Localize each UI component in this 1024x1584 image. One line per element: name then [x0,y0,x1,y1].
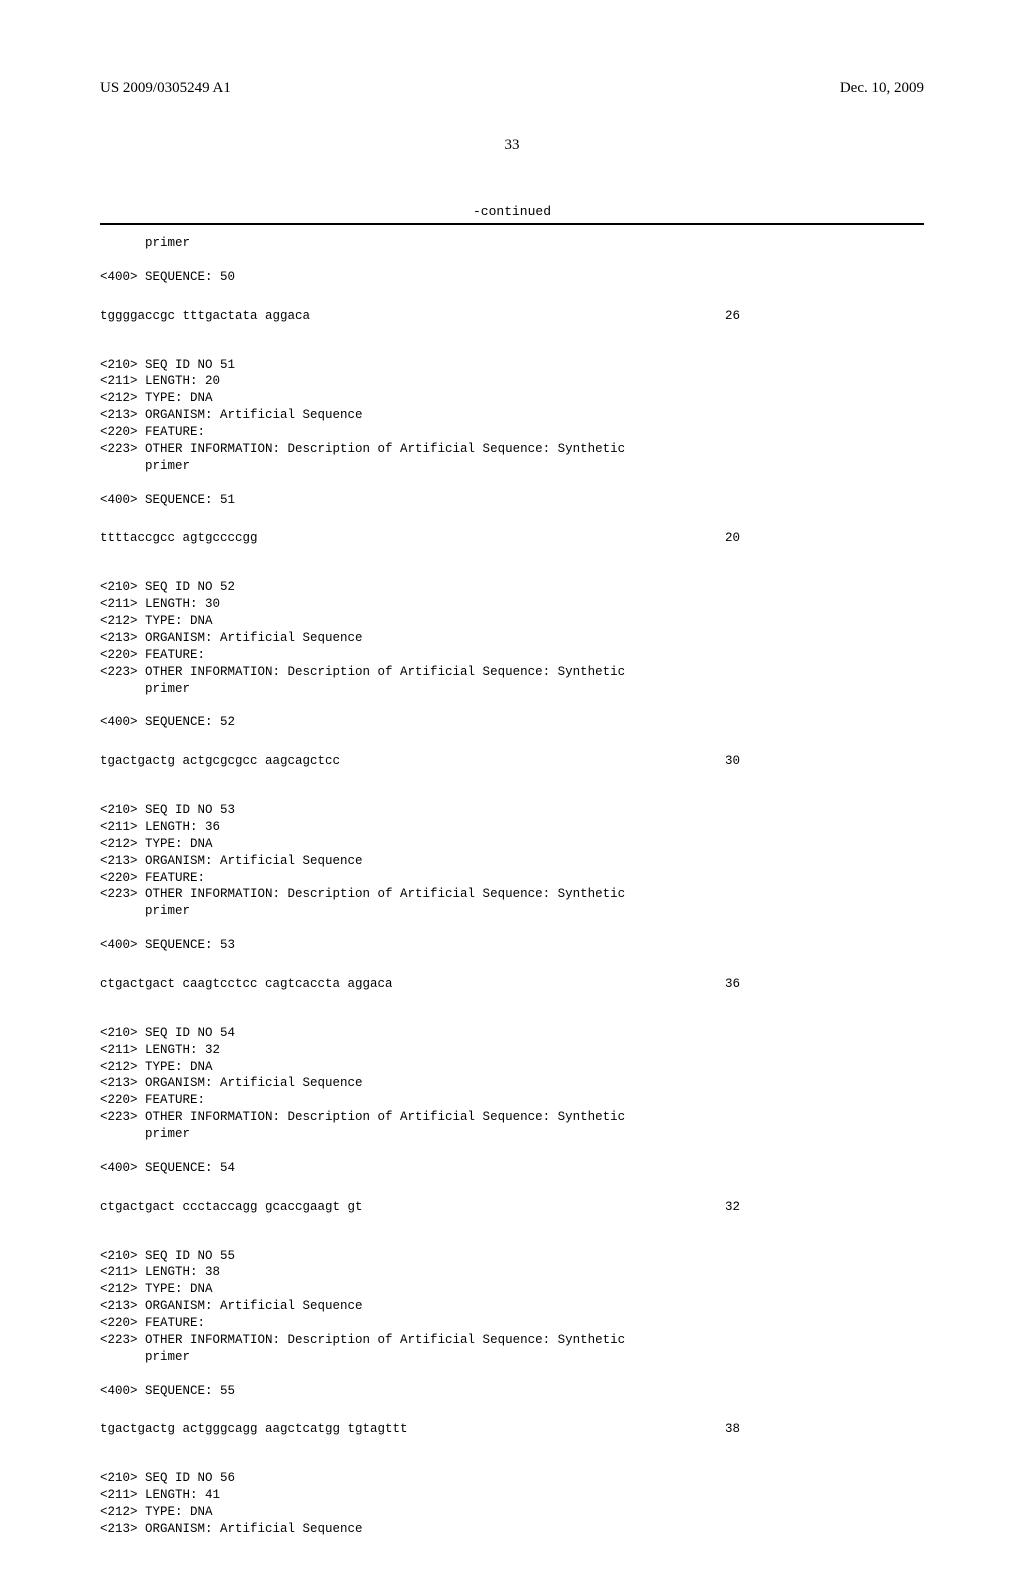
sequence-metadata: <210> SEQ ID NO 55 <211> LENGTH: 38 <212… [100,1248,924,1400]
sequence-length-value: 32 [725,1199,740,1216]
page-container: US 2009/0305249 A1 Dec. 10, 2009 33 -con… [0,0,1024,1584]
sequence-text: tgactgactg actgcgcgcc aagcagctcc [100,753,340,770]
page-number: 33 [100,137,924,154]
sequence-listing: primer <400> SEQUENCE: 50 tggggaccgc tttg… [100,235,924,1538]
publication-number: US 2009/0305249 A1 [100,80,231,97]
sequence-length-value: 38 [725,1421,740,1438]
sequence-text: tgactgactg actgggcagg aagctcatgg tgtagtt… [100,1421,408,1438]
page-header: US 2009/0305249 A1 Dec. 10, 2009 [100,80,924,97]
sequence-row: ctgactgact ccctaccagg gcaccgaagt gt 32 [100,1199,740,1216]
sequence-metadata: <210> SEQ ID NO 56 <211> LENGTH: 41 <212… [100,1470,924,1538]
publication-date: Dec. 10, 2009 [840,80,924,97]
sequence-row: ctgactgact caagtcctcc cagtcaccta aggaca 3… [100,976,740,993]
sequence-row: ttttaccgcc agtgccccgg 20 [100,530,740,547]
sequence-text: ttttaccgcc agtgccccgg [100,530,258,547]
sequence-metadata: primer <400> SEQUENCE: 50 [100,235,924,286]
sequence-row: tgactgactg actgggcagg aagctcatgg tgtagtt… [100,1421,740,1438]
sequence-text: ctgactgact caagtcctcc cagtcaccta aggaca [100,976,393,993]
sequence-text: tggggaccgc tttgactata aggaca [100,308,310,325]
sequence-metadata: <210> SEQ ID NO 52 <211> LENGTH: 30 <212… [100,579,924,731]
sequence-metadata: <210> SEQ ID NO 54 <211> LENGTH: 32 <212… [100,1025,924,1177]
sequence-row: tggggaccgc tttgactata aggaca 26 [100,308,740,325]
continued-label: -continued [100,204,924,219]
sequence-text: ctgactgact ccctaccagg gcaccgaagt gt [100,1199,363,1216]
rule-top [100,223,924,225]
sequence-length-value: 26 [725,308,740,325]
sequence-length-value: 30 [725,753,740,770]
sequence-metadata: <210> SEQ ID NO 53 <211> LENGTH: 36 <212… [100,802,924,954]
sequence-metadata: <210> SEQ ID NO 51 <211> LENGTH: 20 <212… [100,357,924,509]
sequence-length-value: 20 [725,530,740,547]
sequence-row: tgactgactg actgcgcgcc aagcagctcc 30 [100,753,740,770]
sequence-length-value: 36 [725,976,740,993]
